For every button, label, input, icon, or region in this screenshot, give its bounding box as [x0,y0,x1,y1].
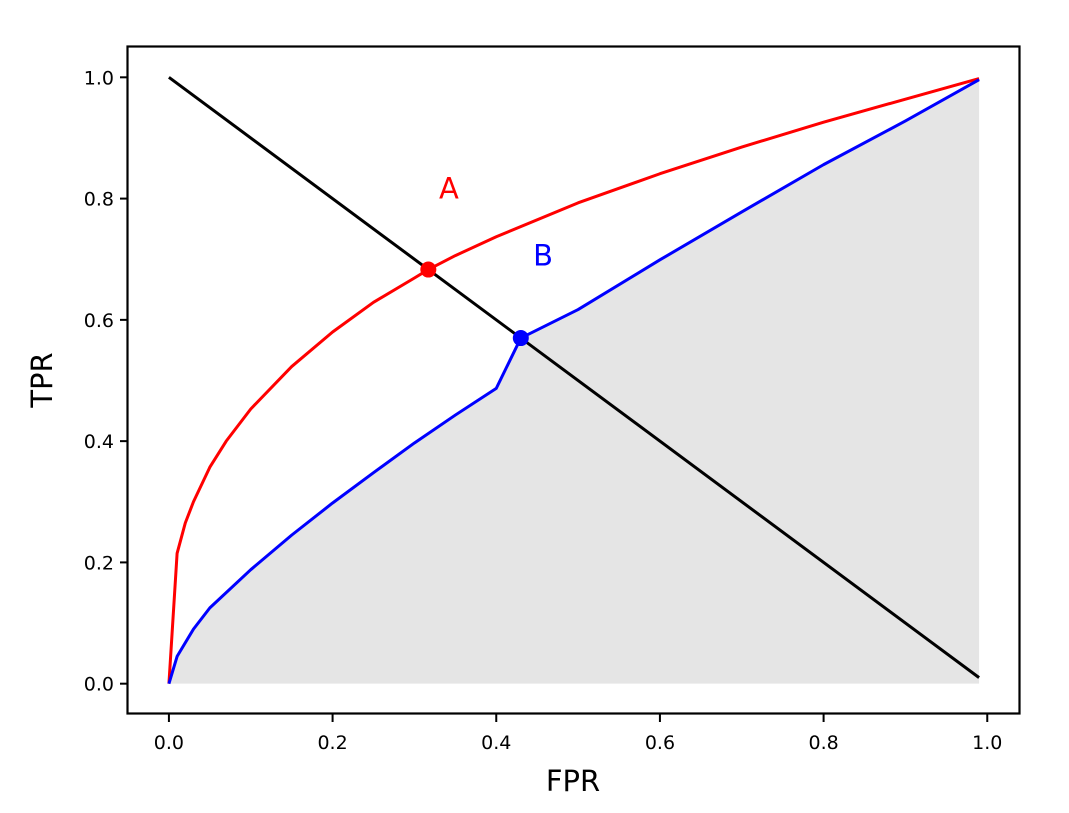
y-tick-label: 0.4 [84,431,114,453]
y-tick-label: 1.0 [84,67,114,89]
y-tick-label: 0.6 [84,310,114,332]
point-b [512,330,529,347]
x-tick-label: 0.4 [481,732,511,754]
x-tick-label: 0.8 [808,732,838,754]
x-tick-label: 0.0 [154,732,184,754]
axes-frame [126,45,1021,715]
diagonal-line [168,76,980,679]
shaded-area [168,79,980,684]
annotation-a: A [439,172,459,206]
x-tick-label: 0.2 [317,732,347,754]
x-tick-label: 0.6 [645,732,675,754]
y-tick-label: 0.0 [84,674,114,696]
y-axis-title: TPR [25,352,59,408]
annotation-b: B [533,238,553,272]
series-line-2 [167,78,980,685]
y-tick-label: 0.2 [84,552,114,574]
x-tick-label: 1.0 [972,732,1002,754]
point-a [420,261,437,278]
plot-area: AB [167,76,980,685]
x-axis-title: FPR [546,764,600,798]
series-line-1 [167,77,980,684]
y-tick-label: 0.8 [84,189,114,211]
axis-ticks: 0.0 0.2 0.4 0.6 0.8 1.0 0.0 0.2 0.4 0.6 0.8 1.0 [84,67,1003,754]
